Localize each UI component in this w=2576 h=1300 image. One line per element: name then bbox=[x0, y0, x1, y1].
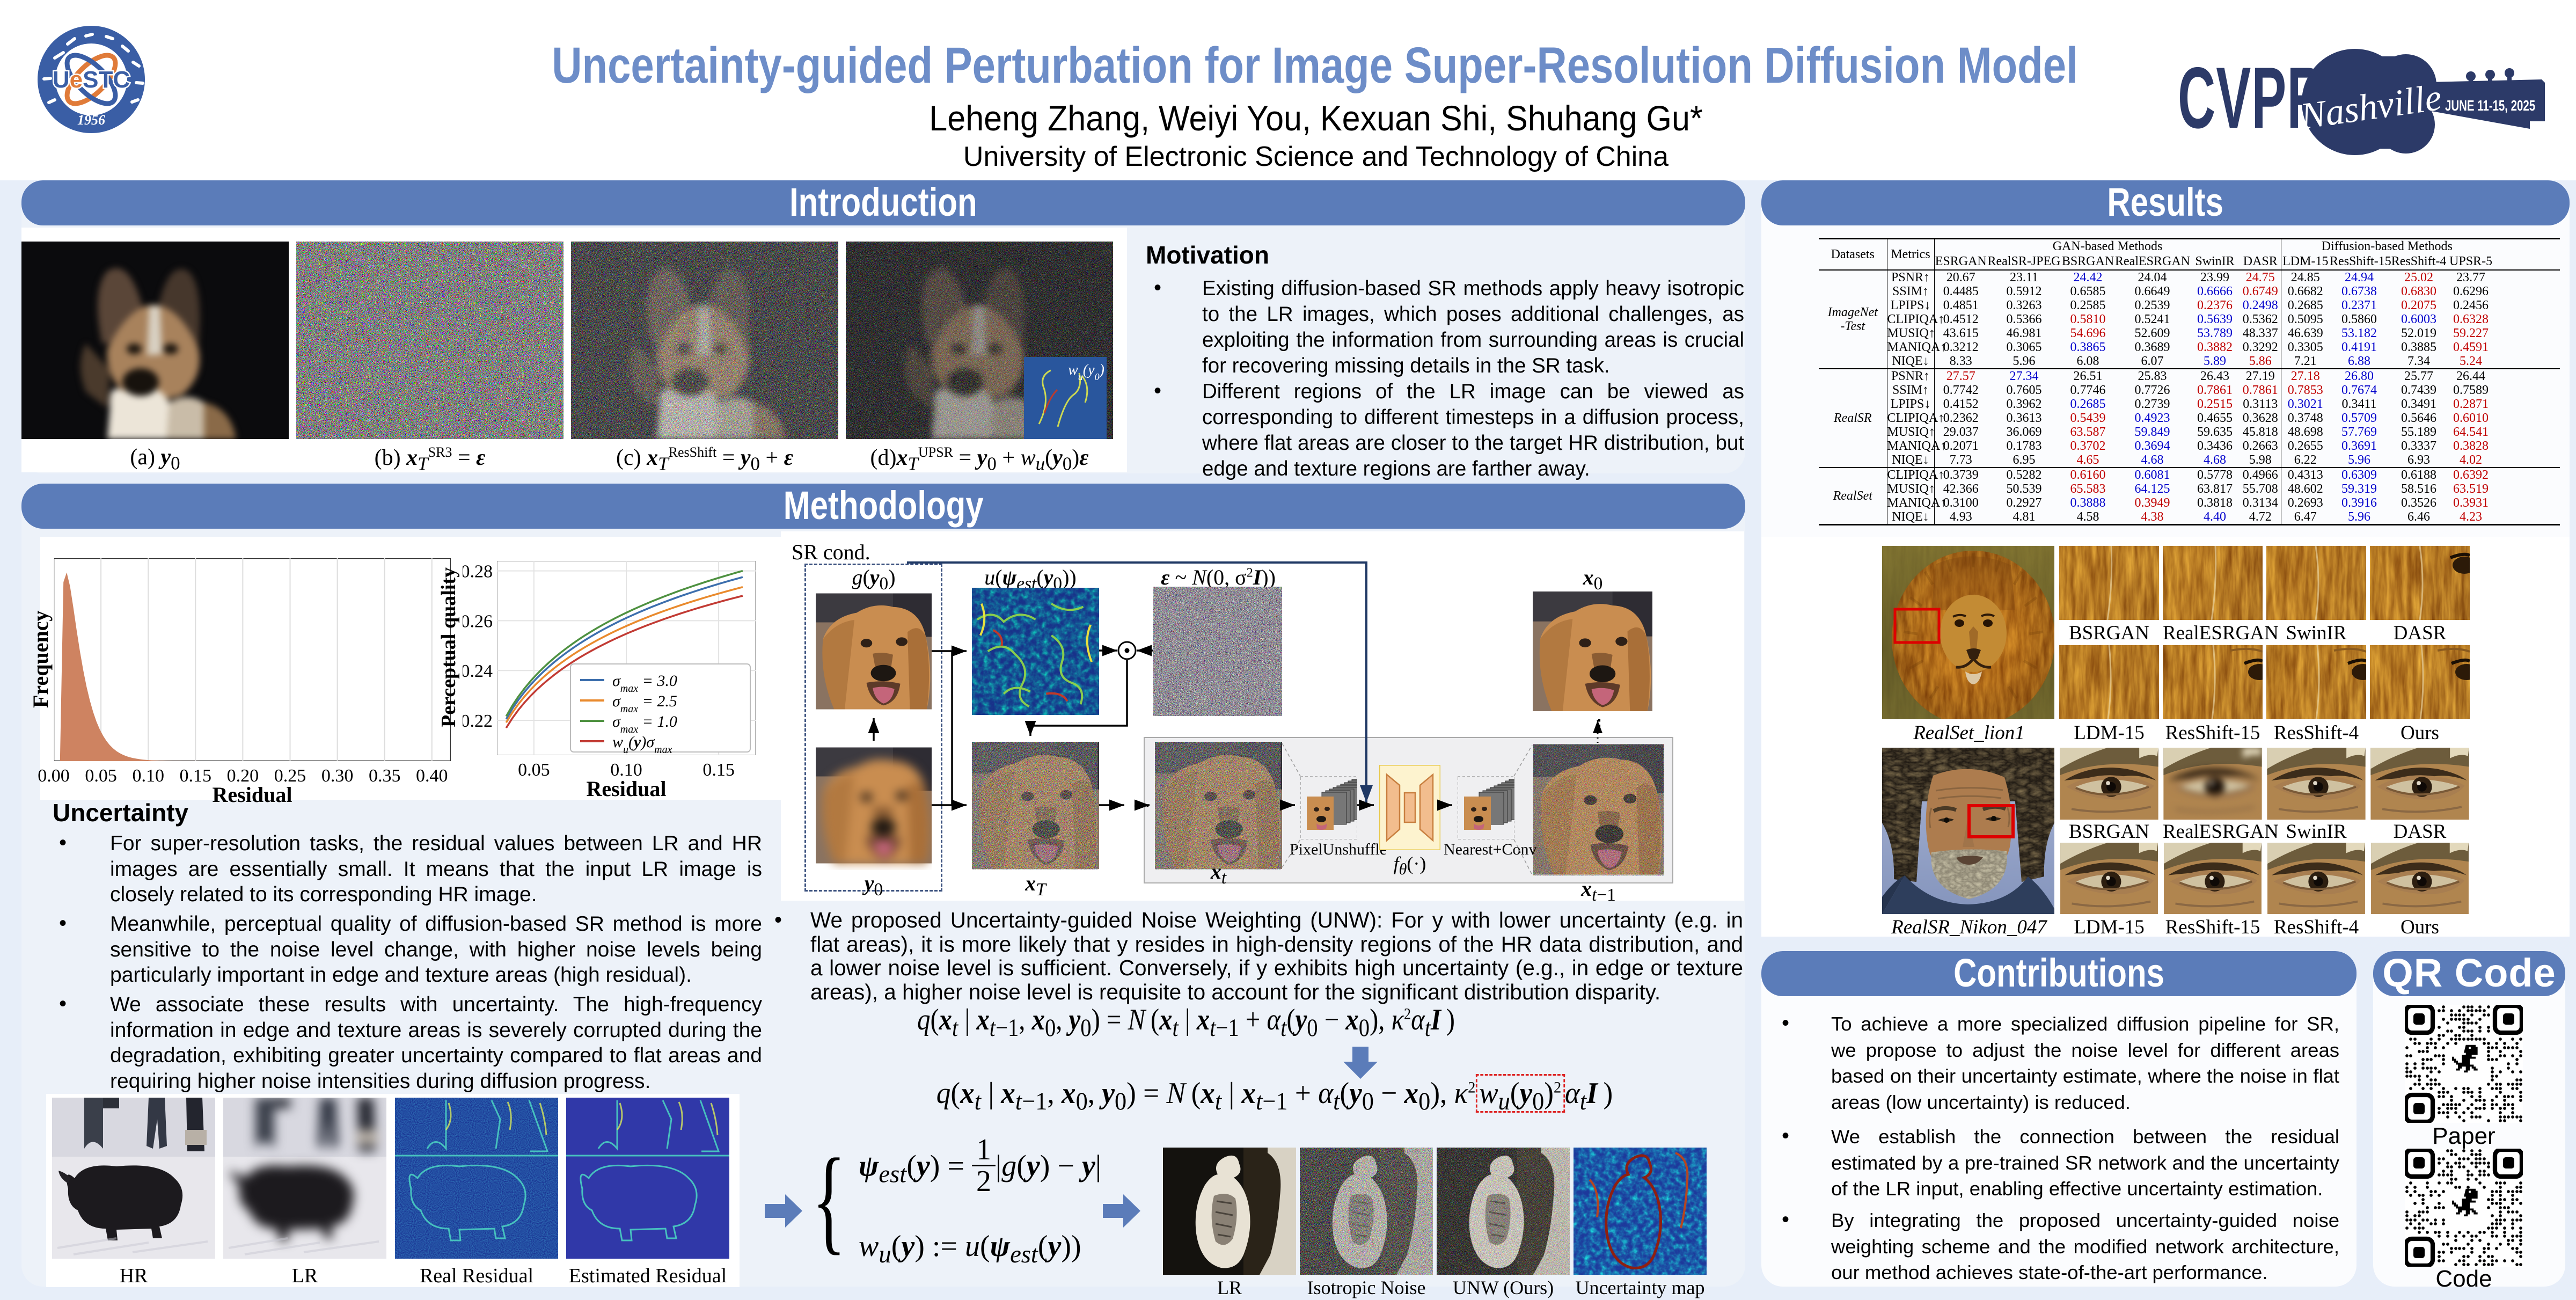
svg-text:1956: 1956 bbox=[77, 112, 105, 128]
svg-text:0.10: 0.10 bbox=[132, 766, 164, 786]
svg-text:0.24: 0.24 bbox=[463, 661, 493, 681]
svg-text:0.22: 0.22 bbox=[463, 711, 493, 731]
svg-text:0.26: 0.26 bbox=[463, 611, 493, 631]
svg-text:0.05: 0.05 bbox=[518, 760, 550, 780]
svg-text:0.00: 0.00 bbox=[38, 766, 70, 786]
svg-text:0.35: 0.35 bbox=[369, 766, 401, 786]
svg-text:0.20: 0.20 bbox=[227, 766, 259, 786]
svg-text:0.40: 0.40 bbox=[416, 766, 448, 786]
svg-text:JUNE 11-15, 2025: JUNE 11-15, 2025 bbox=[2445, 98, 2535, 114]
svg-text:0.05: 0.05 bbox=[85, 766, 117, 786]
svg-text:0.30: 0.30 bbox=[321, 766, 354, 786]
svg-text:⋮: ⋮ bbox=[1591, 717, 1607, 735]
svg-text:0.10: 0.10 bbox=[610, 760, 642, 780]
svg-text:Residual: Residual bbox=[213, 783, 292, 804]
svg-text:⋯: ⋯ bbox=[1132, 795, 1151, 816]
svg-text:0.15: 0.15 bbox=[702, 760, 735, 780]
svg-text:0.25: 0.25 bbox=[274, 766, 306, 786]
svg-text:0.15: 0.15 bbox=[180, 766, 212, 786]
svg-text:0.28: 0.28 bbox=[463, 562, 493, 582]
svg-text:UeSTC: UeSTC bbox=[53, 67, 130, 93]
svg-text:Residual: Residual bbox=[587, 777, 667, 798]
svg-text:CVPR: CVPR bbox=[2178, 49, 2325, 147]
